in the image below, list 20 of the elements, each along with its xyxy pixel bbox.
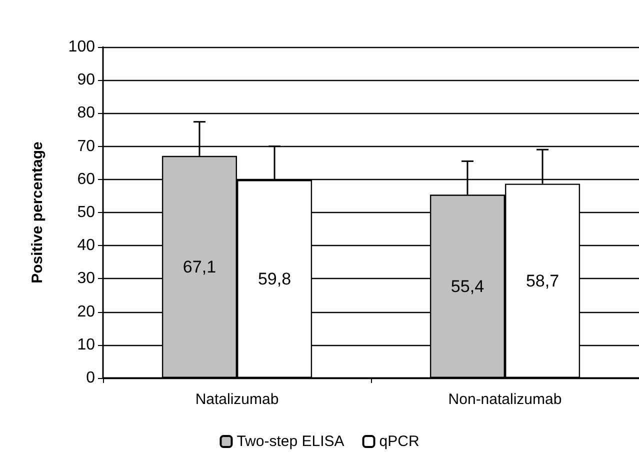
y-tick-label: 80 — [77, 104, 96, 122]
x-tick-label: Non-natalizumab — [448, 391, 562, 408]
legend-label: Two-step ELISA — [236, 433, 344, 450]
legend-label: qPCR — [379, 433, 420, 450]
y-tick-label: 100 — [68, 38, 96, 56]
y-tick-label: 30 — [77, 270, 96, 288]
data-label: 67,1 — [182, 257, 216, 276]
data-label: 59,8 — [258, 270, 292, 289]
y-tick-label: 60 — [77, 170, 96, 188]
data-label: 55,4 — [450, 276, 484, 296]
x-tick-label: Natalizumab — [195, 391, 279, 408]
y-tick-label: 20 — [77, 303, 96, 320]
data-label: 58,7 — [526, 271, 560, 290]
y-tick-label: 40 — [77, 237, 96, 254]
y-tick-label: 10 — [77, 336, 96, 354]
y-tick-label: 0 — [86, 370, 96, 386]
y-tick-label: 50 — [77, 204, 96, 221]
y-tick-label: 70 — [77, 138, 96, 155]
y-tick-label: 90 — [77, 72, 96, 89]
y-axis-title: Positive percentage — [29, 142, 46, 284]
